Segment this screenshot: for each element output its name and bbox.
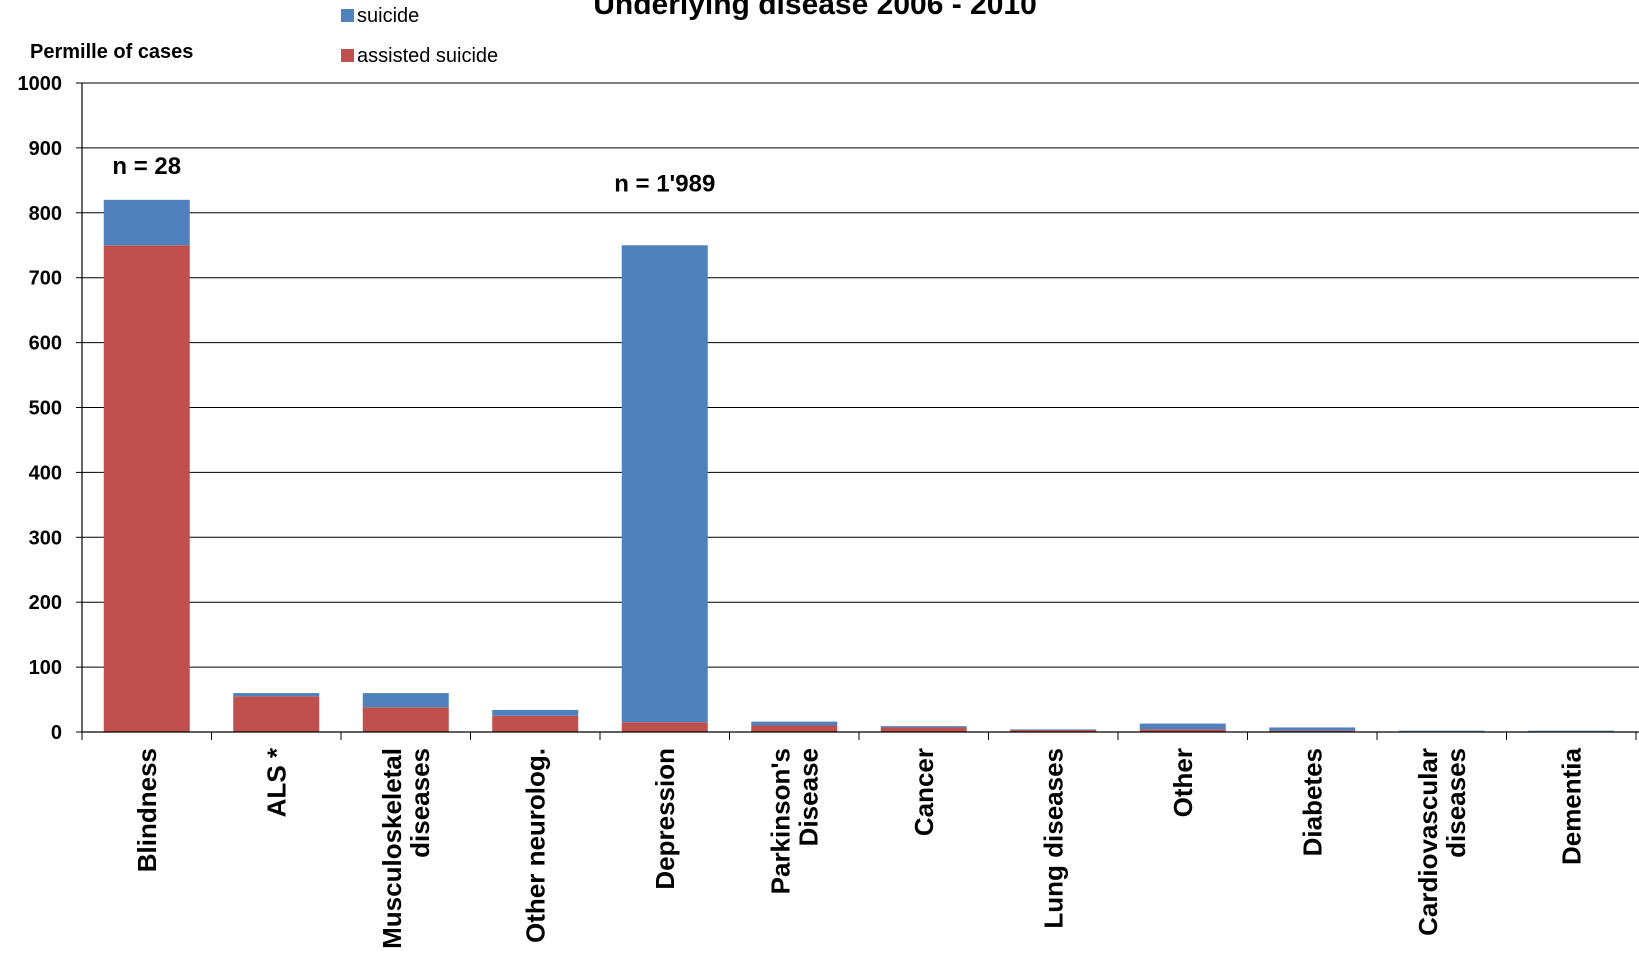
bar-suicide [1139,723,1226,730]
legend-swatch [341,9,354,22]
x-tick-label-group: Lung diseases [1038,748,1068,929]
x-tick-label: Disease [793,748,823,846]
x-tick-label: Blindness [132,748,162,872]
x-tick-label-group: Dementia [1556,747,1586,865]
x-tick-label: Diabetes [1297,748,1327,856]
bar-suicide [880,726,967,728]
bar-assisted-suicide [1010,730,1097,732]
x-tick-label: Lung diseases [1038,748,1068,929]
legend-swatch [341,49,354,62]
x-tick-label: ALS * [261,747,291,817]
y-tick-label: 900 [29,138,62,160]
x-tick-label-group: Other [1168,748,1198,817]
x-tick-label: Cancer [909,748,939,836]
legend: suicide assisted suicide [341,5,498,67]
bars [103,199,1615,732]
bar-suicide [621,245,708,723]
bar-suicide [1269,727,1356,731]
x-tick-label-group: Cancer [909,748,939,836]
bar-suicide [233,693,320,697]
chart-title: Underlying disease 2006 - 2010 [593,0,1037,21]
y-axis-label: Permille of cases [30,41,193,63]
bar-assisted-suicide [1269,730,1356,732]
legend-label: assisted suicide [357,45,498,67]
bar-suicide [1398,730,1485,732]
x-tick-label-group: Diabetes [1297,748,1327,856]
y-tick-label: 0 [51,722,62,744]
bar-suicide [1010,729,1097,731]
bar-assisted-suicide [492,715,579,732]
bar-assisted-suicide [362,707,449,732]
bar-suicide [492,709,579,716]
bar-suicide [1528,730,1615,732]
y-tick-label: 100 [29,657,62,679]
bar-assisted-suicide [103,245,190,732]
y-tick-labels: 0 100 200 300 400 500 600 700 800 900 1000 [18,73,63,744]
y-tick-label: 1000 [18,73,63,95]
bar-assisted-suicide [233,696,320,732]
x-tick-label-group: ALS * [261,747,291,817]
y-tick-label: 200 [29,592,62,614]
bar-assisted-suicide [880,727,967,732]
y-tick-label: 800 [29,203,62,225]
x-tick-label: Cardiovascular [1413,748,1443,936]
axes [76,82,1639,740]
annotations: n = 28 n = 1'989 [112,153,715,197]
gridlines [82,82,1639,668]
bar-assisted-suicide [751,725,838,732]
x-tick-label: Dementia [1556,747,1586,865]
legend-label: suicide [357,5,419,27]
x-tick-label: Other [1168,748,1198,817]
x-tick-label-group: Blindness [132,748,162,872]
x-tick-label: diseases [1441,748,1471,858]
y-tick-label: 400 [29,462,62,484]
bar-assisted-suicide [1139,729,1226,732]
x-tick-label: diseases [405,748,435,858]
annotation-label: n = 28 [112,153,181,180]
y-tick-label: 500 [29,398,62,420]
y-tick-label: 600 [29,333,62,355]
x-tick-label: Depression [650,748,680,890]
x-tick-label: Parkinson's [765,748,795,894]
bar-suicide [103,199,190,246]
y-tick-label: 700 [29,268,62,290]
x-tick-label: Other neurolog. [520,748,550,943]
bar-suicide [362,693,449,708]
y-tick-label: 300 [29,527,62,549]
bar-suicide [751,721,838,726]
x-tick-label-group: Depression [650,748,680,890]
x-tick-label-group: Other neurolog. [520,748,550,943]
annotation-label: n = 1'989 [614,170,715,197]
bar-assisted-suicide [621,722,708,732]
x-tick-label: Musculoskeletal [377,748,407,949]
